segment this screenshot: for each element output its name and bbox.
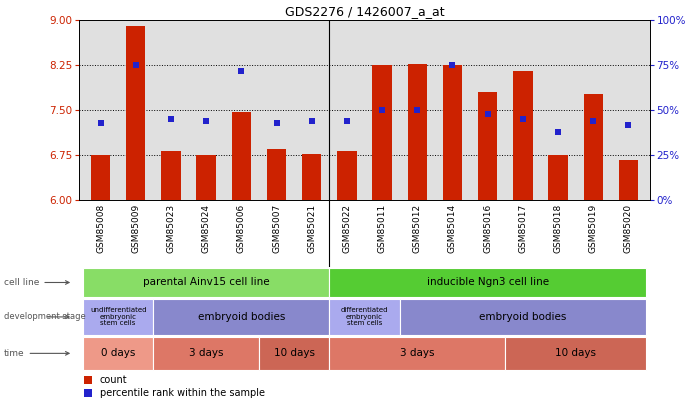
Text: GSM85011: GSM85011	[377, 204, 386, 253]
Text: development stage: development stage	[4, 312, 86, 322]
Text: GSM85012: GSM85012	[413, 204, 422, 253]
Bar	[161, 151, 180, 200]
Text: GSM85022: GSM85022	[343, 204, 352, 253]
Bar	[83, 268, 330, 297]
Bar	[443, 65, 462, 200]
Bar	[330, 337, 505, 369]
Text: parental Ainv15 cell line: parental Ainv15 cell line	[143, 277, 269, 288]
Bar	[372, 65, 392, 200]
Text: 10 days: 10 days	[555, 348, 596, 358]
Text: GSM85017: GSM85017	[518, 204, 527, 253]
Text: embryoid bodies: embryoid bodies	[198, 312, 285, 322]
Text: undifferentiated
embryonic
stem cells: undifferentiated embryonic stem cells	[90, 307, 146, 326]
Bar	[408, 64, 427, 200]
Bar	[399, 299, 646, 335]
Bar	[584, 94, 603, 200]
Bar	[302, 153, 321, 200]
Text: 0 days: 0 days	[101, 348, 135, 358]
Title: GDS2276 / 1426007_a_at: GDS2276 / 1426007_a_at	[285, 5, 444, 18]
Bar	[126, 26, 145, 200]
Legend: count, percentile rank within the sample: count, percentile rank within the sample	[84, 375, 265, 399]
Bar	[153, 337, 259, 369]
Text: GSM85008: GSM85008	[96, 204, 105, 253]
Text: GSM85020: GSM85020	[624, 204, 633, 253]
Bar	[259, 337, 330, 369]
Bar	[549, 156, 568, 200]
Text: inducible Ngn3 cell line: inducible Ngn3 cell line	[426, 277, 549, 288]
Text: GSM85007: GSM85007	[272, 204, 281, 253]
Bar	[231, 112, 251, 200]
Text: 10 days: 10 days	[274, 348, 314, 358]
Text: differentiated
embryonic
stem cells: differentiated embryonic stem cells	[341, 307, 388, 326]
Text: GSM85023: GSM85023	[167, 204, 176, 253]
Text: GSM85014: GSM85014	[448, 204, 457, 253]
Text: GSM85024: GSM85024	[202, 204, 211, 253]
Text: embryoid bodies: embryoid bodies	[479, 312, 567, 322]
Bar	[196, 156, 216, 200]
Text: 3 days: 3 days	[189, 348, 223, 358]
Bar	[513, 71, 533, 200]
Bar	[505, 337, 646, 369]
Text: GSM85018: GSM85018	[553, 204, 562, 253]
Bar	[153, 299, 330, 335]
Text: GSM85006: GSM85006	[237, 204, 246, 253]
Bar	[91, 156, 111, 200]
Text: GSM85016: GSM85016	[483, 204, 492, 253]
Bar	[478, 92, 498, 200]
Text: GSM85021: GSM85021	[307, 204, 316, 253]
Text: cell line: cell line	[4, 278, 69, 287]
Text: GSM85009: GSM85009	[131, 204, 140, 253]
Bar	[330, 268, 646, 297]
Bar	[330, 299, 399, 335]
Text: 3 days: 3 days	[400, 348, 435, 358]
Bar	[618, 160, 638, 200]
Text: GSM85019: GSM85019	[589, 204, 598, 253]
Text: time: time	[4, 349, 69, 358]
Bar	[337, 151, 357, 200]
Bar	[83, 337, 153, 369]
Bar	[267, 149, 286, 200]
Bar	[83, 299, 153, 335]
